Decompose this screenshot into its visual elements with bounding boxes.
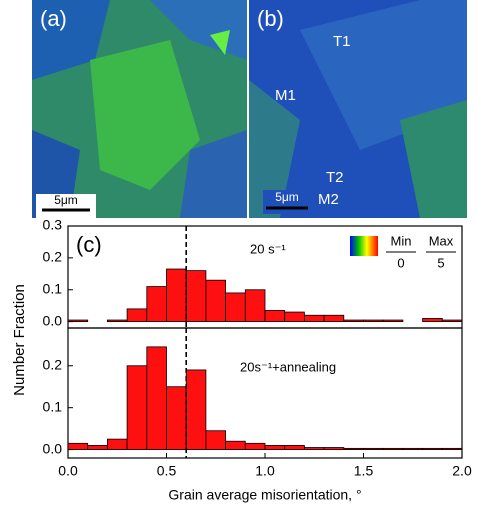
bar [441,447,463,451]
bar [107,438,128,451]
y-tick-label: 0.1 [43,398,63,414]
bar [244,442,266,451]
bar [205,279,226,323]
region-label: M1 [275,87,296,104]
scale-bar-label: 5μm [275,190,299,204]
region-label: T2 [326,169,344,186]
annotation: 20 s⁻¹ [250,241,286,256]
bar [185,270,207,323]
bar [126,365,148,451]
bar [67,442,89,451]
panel-label: (b) [257,6,284,31]
bar [205,430,226,451]
x-tick-label: 0.5 [157,463,177,479]
micrograph-b: (b) 5μm T1 M1 T2 M2 [249,0,467,218]
micrograph-a: (a) 5μm [32,0,247,218]
bar [422,447,443,451]
y-tick-label: 0.2 [43,249,63,265]
bar [87,445,108,451]
bar [422,318,443,323]
bar [126,308,148,323]
colorbar-label: Max [429,233,454,248]
bar [303,314,325,323]
y-tick-label: 0.1 [43,280,63,296]
bar [382,319,404,323]
bar [146,346,167,451]
annotation: 20s⁻¹+annealing [240,359,336,374]
bar [284,311,305,323]
bar [225,292,246,323]
bar [402,447,423,451]
bar [264,445,286,451]
x-tick-label: 2.0 [452,463,472,479]
bar [107,319,128,323]
y-tick-label: 0.0 [43,440,63,456]
bar [343,447,364,451]
x-tick-label: 1.0 [255,463,275,479]
bar [441,319,463,323]
y-axis-label: Number Fraction [11,284,28,396]
bar [323,314,345,323]
colorbar-tick: 0 [397,255,404,270]
bar [166,268,187,323]
x-tick-label: 0.0 [58,463,78,479]
bar [166,386,187,451]
bar [244,289,266,323]
colorbar-tick: 5 [437,255,444,270]
panel-label: (a) [40,6,67,31]
bar [303,447,325,451]
y-tick-label: 0.3 [43,217,63,233]
color-bar [350,236,378,256]
region-label: T1 [333,33,351,50]
bar [225,440,246,451]
bar [363,447,384,451]
x-tick-label: 1.5 [354,463,374,479]
panel-label: (c) [76,232,102,257]
bar [284,445,305,451]
bar [185,369,207,451]
x-axis-label: Grain average misorientation, ° [168,487,361,503]
bar [67,319,89,323]
bar [146,286,167,323]
colorbar-label: Min [391,233,412,248]
bar [382,447,404,451]
region-label: M2 [318,191,339,208]
scale-bar-label: 5μm [54,193,78,207]
bar [323,447,345,451]
y-tick-label: 0.0 [43,312,63,328]
bar [343,319,364,323]
bar [363,319,384,323]
y-tick-label: 0.2 [43,356,63,372]
bar [264,310,286,323]
